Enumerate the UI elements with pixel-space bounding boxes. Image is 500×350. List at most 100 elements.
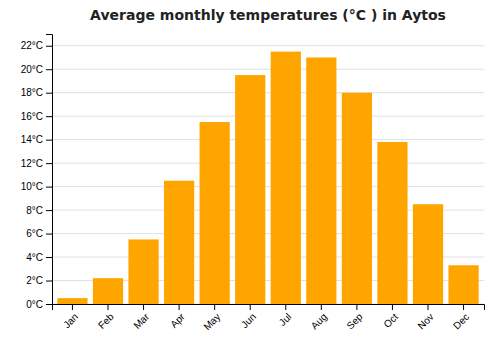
axis-line [46, 35, 53, 305]
tick: 10°C [21, 181, 52, 192]
tick: 8°C [26, 205, 52, 216]
tick-label: 16°C [21, 111, 43, 122]
bar [200, 122, 230, 304]
tick-label: Oct [381, 311, 400, 330]
tick: 12°C [21, 158, 52, 169]
tick-mark [356, 304, 357, 310]
bar [271, 52, 301, 304]
grid-line [52, 92, 484, 93]
tick-label: Mar [131, 311, 151, 331]
tick-mark [46, 304, 52, 305]
tick-label: 22°C [21, 40, 43, 51]
tick: Aug [309, 304, 329, 331]
tick-label: Dec [451, 311, 471, 331]
title: Average monthly temperatures (°C ) in Ay… [90, 7, 446, 23]
tick-mark [46, 234, 52, 235]
grid-line [52, 45, 484, 46]
tick-label: 8°C [26, 205, 43, 216]
chart: 0°C 2°C 4°C 6°C 8°C 10°C 12°C 14°C 16°C 18°C 20°C 2… [0, 0, 500, 350]
bar [377, 142, 407, 304]
y-axis: 0°C 2°C 4°C 6°C 8°C 10°C 12°C 14°C 16°C 18°C 20°C 2… [21, 35, 53, 310]
tick: 0°C [26, 299, 52, 310]
tick-mark [46, 163, 52, 164]
grid-line [52, 139, 484, 140]
tick-label: 2°C [26, 275, 43, 286]
tick-mark [46, 140, 52, 141]
bar [57, 298, 87, 304]
tick-mark [46, 210, 52, 211]
tick-mark [392, 304, 393, 310]
bars [57, 52, 478, 304]
tick: Nov [415, 304, 435, 331]
tick-mark [143, 304, 144, 310]
tick-label: 14°C [21, 134, 43, 145]
tick: Mar [131, 304, 151, 331]
tick-mark [46, 69, 52, 70]
tick: Feb [96, 304, 116, 331]
tick-mark [46, 257, 52, 258]
grid-line [52, 116, 484, 117]
tick-mark [46, 116, 52, 117]
bar [93, 278, 123, 304]
tick-label: 4°C [26, 252, 43, 263]
grid-line [52, 163, 484, 164]
tick-label: Jul [277, 311, 294, 328]
tick: Oct [381, 304, 400, 330]
bar [235, 75, 265, 304]
tick-label: Jun [239, 311, 258, 330]
tick: Dec [451, 304, 471, 331]
tick: May [201, 304, 222, 332]
tick: Jun [239, 304, 258, 330]
tick-mark [321, 304, 322, 310]
grid-line [52, 69, 484, 70]
tick: 14°C [21, 134, 52, 145]
tick-mark [72, 304, 73, 310]
tick-label: Nov [415, 311, 435, 331]
bar [164, 181, 194, 304]
tick-label: Jan [61, 311, 80, 330]
bar [306, 57, 336, 304]
tick-label: Sep [344, 311, 365, 332]
tick-label: 10°C [21, 181, 43, 192]
tick-mark [46, 46, 52, 47]
tick-label: 0°C [26, 299, 43, 310]
tick-label: 6°C [26, 228, 43, 239]
tick: Sep [344, 304, 365, 331]
tick-label: May [201, 311, 222, 332]
tick: 18°C [21, 87, 52, 98]
grid-line [52, 186, 484, 187]
tick-mark [250, 304, 251, 310]
tick: Jan [61, 304, 80, 330]
tick-mark [46, 281, 52, 282]
axis-line [53, 305, 485, 311]
tick: 22°C [21, 40, 52, 51]
tick-mark [108, 304, 109, 310]
tick-mark [214, 304, 215, 310]
tick-mark [428, 304, 429, 310]
bar [413, 204, 443, 304]
tick-mark [463, 304, 464, 310]
bar [342, 93, 372, 304]
tick-label: Feb [96, 311, 116, 331]
grid [52, 46, 484, 304]
tick-label: Apr [168, 311, 187, 330]
tick: Jul [277, 304, 294, 328]
tick-label: 20°C [21, 64, 43, 75]
tick-label: 18°C [21, 87, 43, 98]
tick-label: 12°C [21, 158, 43, 169]
tick: 2°C [26, 275, 52, 286]
tick: 6°C [26, 228, 52, 239]
tick: 20°C [21, 64, 52, 75]
tick-mark [179, 304, 180, 310]
tick: 4°C [26, 252, 52, 263]
tick-mark [46, 187, 52, 188]
plot: 0°C 2°C 4°C 6°C 8°C 10°C 12°C 14°C 16°C 18°C 20°C 2… [21, 35, 485, 333]
bar [448, 265, 478, 304]
x-axis: Jan Feb Mar Apr May Jun Jul Aug Sep Oct Nov Dec [53, 304, 485, 332]
tick: 16°C [21, 111, 52, 122]
tick-mark [46, 93, 52, 94]
tick-label: Aug [309, 311, 329, 331]
tick: Apr [168, 304, 187, 330]
tick-mark [285, 304, 286, 310]
bar [128, 239, 158, 304]
